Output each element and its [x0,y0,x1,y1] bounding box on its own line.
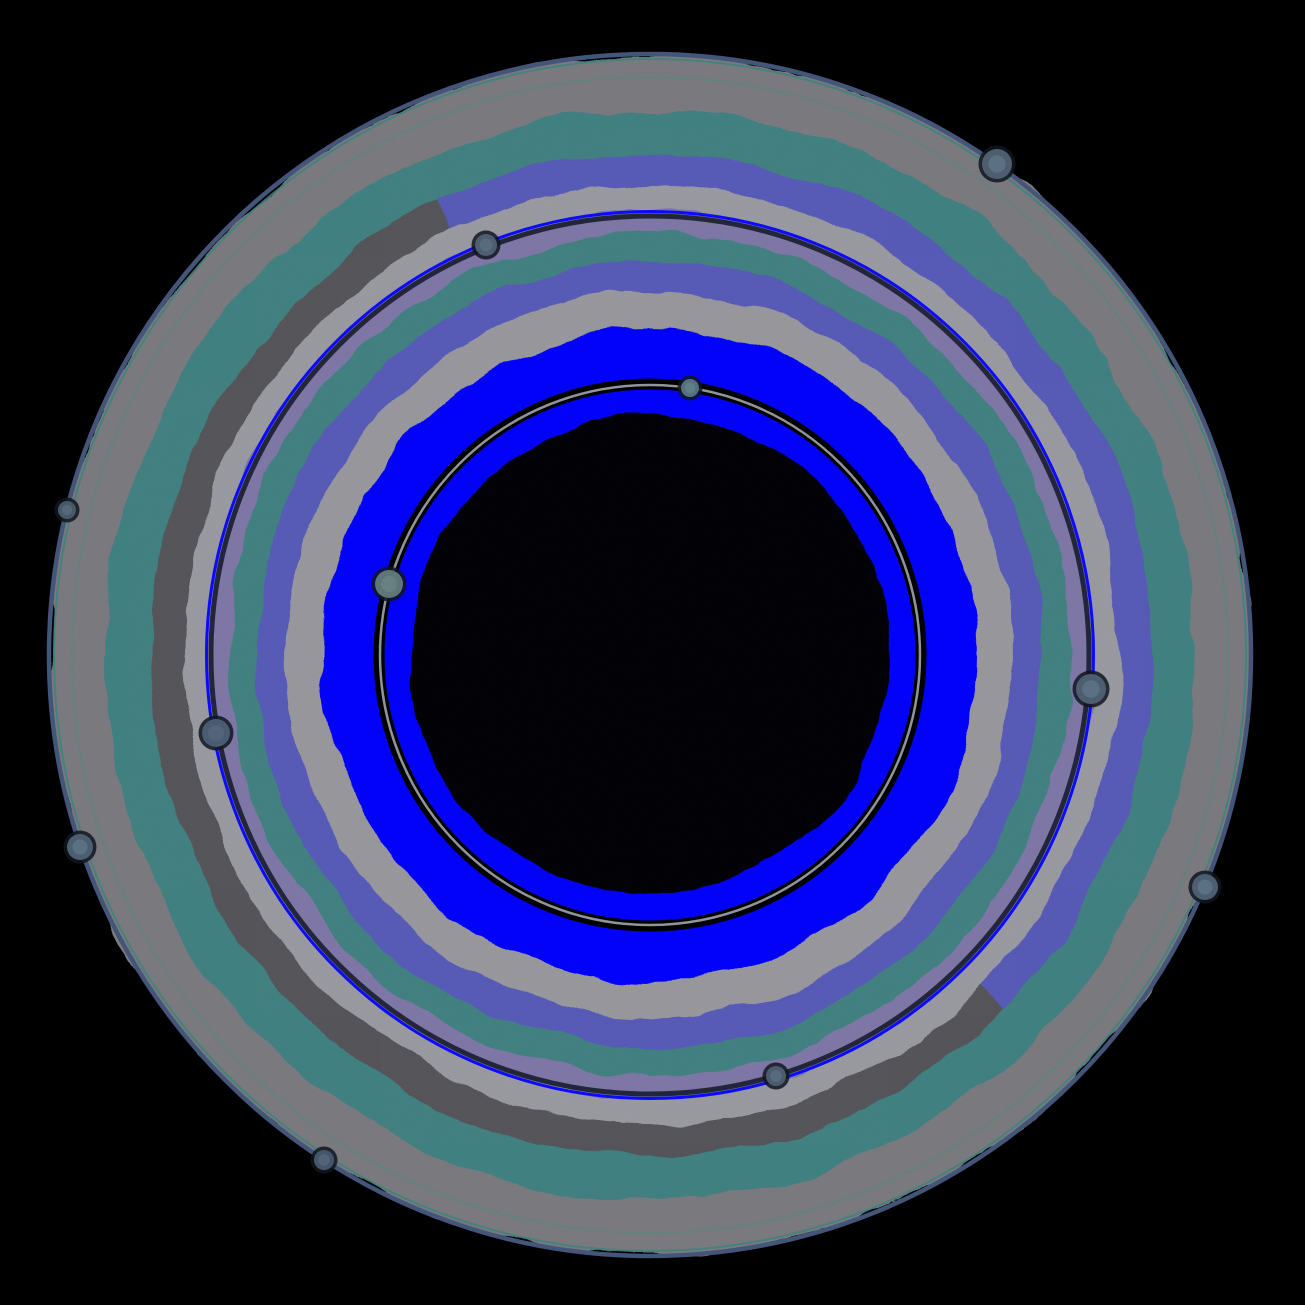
node-core [770,1070,782,1082]
node-core [1197,879,1213,895]
node-core [1082,680,1100,698]
middle-orbit-node-3[interactable] [1072,670,1110,708]
node-core [72,839,88,855]
middle-orbit-dark-line [208,213,1092,1097]
middle-orbit-blue-line [205,210,1095,1100]
node-core [207,724,225,742]
middle-orbit-node-2[interactable] [198,715,234,751]
orbit-lines [46,51,1254,1259]
outer-orbit-node-5[interactable] [1188,870,1222,904]
gray-band-teal-streak [71,76,1229,1234]
outer-orbit-node-3[interactable] [63,830,97,864]
outer-teal-edge-line [53,58,1247,1252]
node-core [479,238,493,252]
node-core [318,1154,330,1166]
middle-orbit-node-1[interactable] [471,230,501,260]
outer-orbit-node-4[interactable] [310,1146,338,1174]
node-core [61,504,73,516]
node-core [684,382,696,394]
inner-orbit-node-1[interactable] [677,375,703,401]
outer-boundary-line [46,51,1254,1259]
node-core [380,575,398,593]
outer-orbit-node-2[interactable] [54,497,80,523]
orbit-nodes [54,145,1222,1174]
inner-orbit-gray-line [378,383,922,927]
inner-orbit-node-2[interactable] [371,566,407,602]
node-core [988,155,1006,173]
middle-orbit-node-4[interactable] [762,1062,790,1090]
outer-orbit-node-1[interactable] [978,145,1016,183]
